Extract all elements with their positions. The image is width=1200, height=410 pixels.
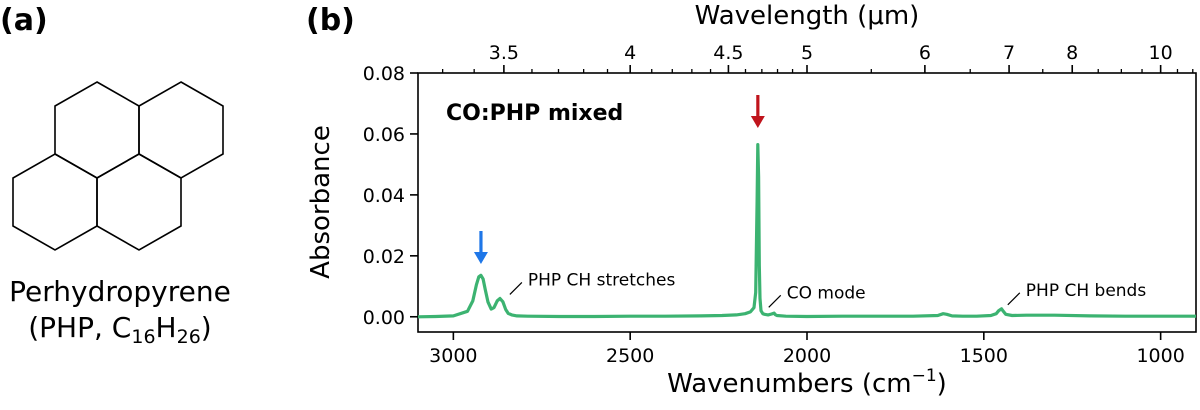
y-tick-label: 0.04 [363,185,405,207]
y-axis-label: Absorbance [306,125,336,279]
ch-stretch-arrow [473,231,488,264]
ring-top-left [54,81,140,179]
co-peak-arrow [750,95,765,128]
x-tick-label: 2000 [783,345,831,367]
spectrum-line [417,143,1196,319]
molecule-formula: (PHP, C16H26) [28,311,211,348]
formula-suffix: ) [201,311,212,344]
formula-sub-hydrogen: 26 [177,326,201,348]
top-tick-label: 6 [919,42,931,64]
x-tick-label: 3000 [429,345,477,367]
y-tick-label: 0.02 [363,246,405,268]
peak-arrows [473,95,765,264]
annotation-label: PHP CH stretches [528,270,676,290]
x-axis-label: Wavenumbers (cm−1) [667,366,947,399]
annotation-leader [509,282,523,295]
top-axis-ticks: 3.5 4 4.5 5 6 7 8 10 [441,42,1194,73]
panel-b-label: (b) [306,3,355,38]
top-tick-label: 3.5 [489,42,519,64]
top-axis-label: Wavelength (μm) [695,1,920,31]
y-tick-label: 0.06 [363,124,405,146]
top-tick-label: 10 [1149,42,1173,64]
top-tick-label: 8 [1066,42,1078,64]
top-tick-label: 4.5 [713,42,743,64]
formula-hydrogen: H [156,311,177,344]
ir-spectrum-chart: 0.000.020.040.060.08 3000 2500 2000 1500 100… [306,1,1197,399]
perhydropyrene-structure [12,81,224,251]
x-axis-label-close: ) [937,369,947,399]
y-tick-label: 0.00 [363,307,405,329]
annotation-ch-bends: PHP CH bends [1007,281,1147,306]
peak-annotations: PHP CH stretches CO mode PHP CH bends [509,270,1147,308]
top-tick-label: 5 [801,42,813,64]
annotation-ch-stretches: PHP CH stretches [509,270,676,295]
ring-top-right [138,81,224,179]
x-tick-label: 1000 [1136,345,1184,367]
panel-a-label: (a) [0,3,48,38]
annotation-leader [1007,292,1021,306]
formula-prefix: (PHP, C [28,311,131,344]
annotation-co-mode: CO mode [768,283,866,308]
formula-sub-carbon: 16 [131,326,155,348]
annotation-label: PHP CH bends [1026,281,1147,301]
y-tick-label: 0.08 [363,63,405,85]
x-tick-label: 1500 [960,345,1008,367]
y-axis-ticks: 0.00 0.02 0.04 0.06 0.08 [363,63,418,329]
annotation-label: CO mode [787,283,866,303]
x-tick-label: 2500 [606,345,654,367]
x-axis-ticks: 3000 2500 2000 1500 1000 [429,332,1185,367]
top-tick-label: 7 [1003,42,1015,64]
ring-bottom-left [12,153,98,251]
ring-bottom-right [96,153,182,251]
top-tick-label: 4 [624,42,636,64]
x-axis-label-sup: −1 [912,366,937,386]
annotation-leader [768,294,782,308]
molecule-name: Perhydropyrene [9,275,231,308]
chart-title: CO:PHP mixed [446,101,623,126]
x-axis-label-text: Wavenumbers (cm [667,369,911,399]
